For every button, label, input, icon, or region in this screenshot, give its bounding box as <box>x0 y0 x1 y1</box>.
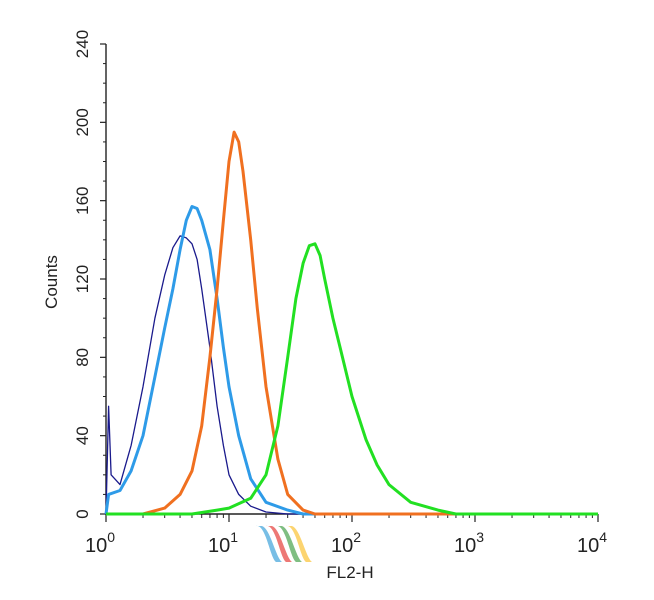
x-tick-label: 103 <box>454 529 484 557</box>
series-layer <box>104 130 598 516</box>
y-tick-label: 40 <box>73 426 92 445</box>
y-tick-label: 160 <box>73 186 92 214</box>
series-line-1 <box>105 235 598 515</box>
y-tick-label: 200 <box>73 108 92 136</box>
y-tick-label: 80 <box>73 348 92 367</box>
x-axis-title: FL2-H <box>326 563 373 582</box>
y-tick-label: 120 <box>73 265 92 293</box>
x-tick-base: 10 <box>85 535 107 557</box>
x-ticks: 100 101 102 103 104 <box>85 514 607 557</box>
x-tick-label: 101 <box>208 529 238 557</box>
x-tick-base: 10 <box>208 535 230 557</box>
x-tick-base: 10 <box>331 535 353 557</box>
x-tick-label: 102 <box>331 529 361 557</box>
x-tick-base: 10 <box>454 535 476 557</box>
series-line-3 <box>106 130 598 516</box>
x-tick-label: 104 <box>577 529 607 557</box>
x-tick-base: 10 <box>577 535 599 557</box>
y-axis-title: Counts <box>42 255 61 309</box>
y-tick-label: 240 <box>73 30 92 58</box>
x-tick-exponent: 3 <box>476 529 484 545</box>
x-tick-label: 100 <box>85 529 115 557</box>
x-tick-exponent: 4 <box>599 529 607 545</box>
y-tick-label: 0 <box>73 509 92 518</box>
x-tick-exponent: 2 <box>353 529 361 545</box>
y-ticks: 0 40 80 120 160 200 240 <box>73 30 106 519</box>
x-tick-exponent: 0 <box>107 529 115 545</box>
watermark-logo <box>256 525 312 562</box>
axes <box>105 44 598 515</box>
series-line-4 <box>106 242 598 516</box>
series-line-2 <box>104 205 598 516</box>
x-tick-exponent: 1 <box>230 529 238 545</box>
